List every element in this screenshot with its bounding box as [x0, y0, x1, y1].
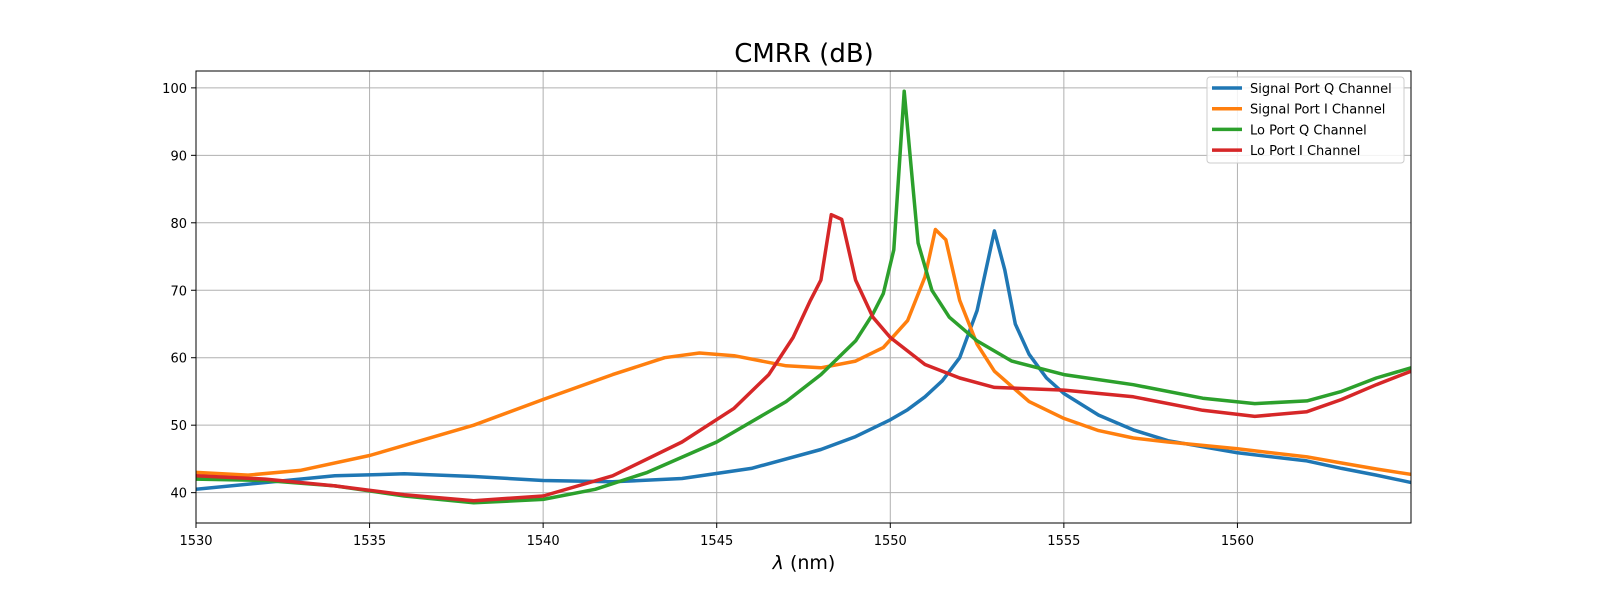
x-tick-label: 1530 [179, 534, 212, 549]
x-tick-label: 1550 [874, 534, 907, 549]
legend-label-lo-port-q-channel: Lo Port Q Channel [1250, 123, 1367, 138]
series-line-signal-port-q-channel [196, 229, 1411, 492]
x-tick-label: 1560 [1221, 534, 1254, 549]
y-tick-label: 40 [170, 487, 187, 502]
y-axis-ticks: 40 50 60 70 80 90 100 [162, 82, 196, 502]
y-tick-label: 100 [162, 82, 187, 97]
x-tick-label: 1535 [353, 534, 386, 549]
legend: Signal Port Q Channel Signal Port I Chann… [1206, 76, 1405, 164]
legend-label-signal-port-q-channel: Signal Port Q Channel [1250, 82, 1392, 97]
series-line-lo-port-i-channel [196, 212, 1411, 503]
x-axis-label-symbol: λ [772, 552, 784, 574]
y-tick-label: 70 [170, 284, 187, 299]
y-tick-label: 80 [170, 217, 187, 232]
x-tick-label: 1555 [1047, 534, 1080, 549]
plot-frame [195, 70, 1412, 524]
y-tick-label: 90 [170, 149, 187, 164]
x-tick-label: 1545 [700, 534, 733, 549]
legend-box [1206, 76, 1405, 164]
chart-title: CMRR (dB) [734, 39, 874, 69]
series-line-lo-port-q-channel [196, 89, 1411, 505]
x-tick-label: 1540 [527, 534, 560, 549]
legend-label-lo-port-i-channel: Lo Port I Channel [1250, 144, 1360, 159]
y-tick-label: 50 [170, 419, 187, 434]
x-axis-label: λ (nm) [772, 552, 836, 574]
series-line-signal-port-i-channel [196, 227, 1411, 477]
legend-label-signal-port-i-channel: Signal Port I Channel [1250, 103, 1385, 118]
series-layer [196, 89, 1411, 505]
y-tick-label: 60 [170, 352, 187, 367]
x-axis-ticks: 1530 1535 1540 1545 1550 1555 1560 [179, 523, 1254, 549]
x-axis-label-unit: (nm) [784, 552, 835, 574]
